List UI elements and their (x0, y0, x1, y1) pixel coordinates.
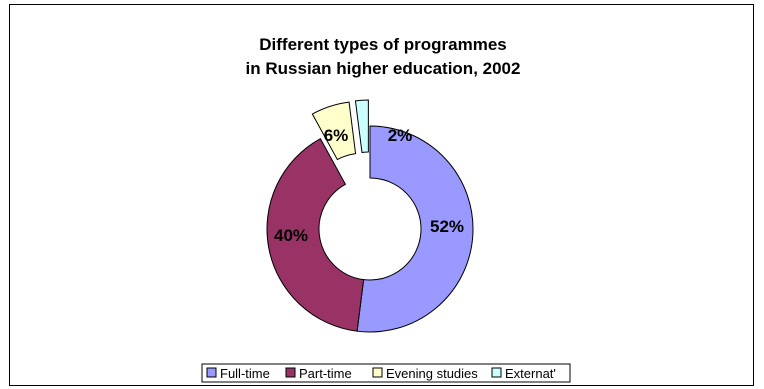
data-label-part-time: 40% (274, 226, 308, 245)
chart-title: Different types of programmes in Russian … (246, 35, 521, 78)
slice-evening-studies (311, 101, 357, 161)
slice-full-time (356, 125, 474, 333)
legend-swatch-externat (491, 367, 502, 378)
legend-label-part-time: Part-time (299, 366, 352, 381)
legend-swatch-evening-studies (372, 367, 383, 378)
slice-labels: 52% 40% 6% 2% (274, 126, 464, 245)
legend-swatch-part-time (285, 367, 296, 378)
slice-part-time (266, 138, 365, 332)
legend: Full-time Part-time Evening studies Externa… (201, 363, 571, 383)
chart-title-line: in Russian higher education, 2002 (246, 59, 521, 78)
legend-label-evening-studies: Evening studies (386, 366, 478, 381)
chart-title-line: Different types of programmes (259, 35, 507, 54)
slice-externat (354, 99, 369, 154)
legend-label-externat: Externat' (505, 366, 556, 381)
chart-svg: Different types of programmes in Russian … (201, 35, 571, 383)
data-label-full-time: 52% (430, 217, 464, 236)
data-label-evening-studies: 6% (324, 126, 349, 145)
legend-swatch-full-time (206, 367, 217, 378)
legend-label-full-time: Full-time (220, 366, 270, 381)
data-label-externat: 2% (388, 126, 413, 145)
chart-frame: Different types of programmes in Russian … (9, 4, 754, 386)
doughnut-slices (266, 99, 474, 333)
